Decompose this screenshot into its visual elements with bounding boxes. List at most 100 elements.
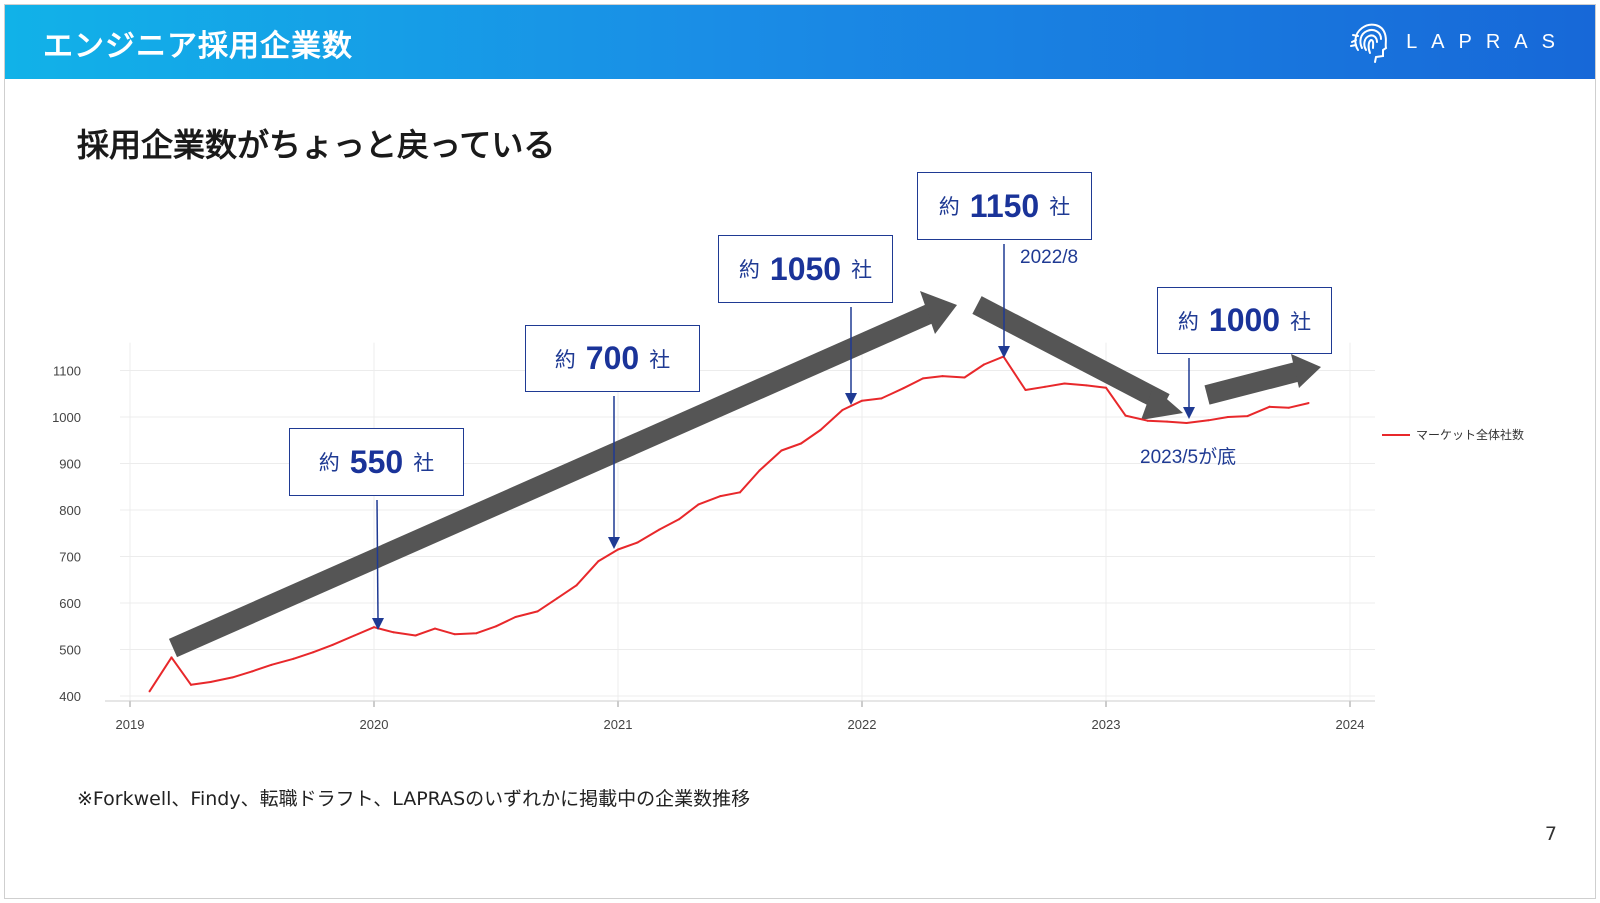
data-point	[453, 633, 456, 636]
data-point	[678, 518, 680, 521]
data-point	[1063, 382, 1066, 385]
data-point	[1307, 402, 1310, 405]
callout-pointers	[372, 244, 1195, 630]
pointer-550	[372, 499, 384, 630]
callout-prefix: 約	[938, 195, 960, 219]
x-tick-label: 2019	[116, 717, 145, 732]
data-point	[495, 625, 497, 628]
data-point	[983, 363, 985, 366]
data-point	[1044, 385, 1046, 388]
data-point	[1105, 386, 1107, 389]
callout-1000: 約 1000 社	[1157, 287, 1332, 354]
data-point	[922, 377, 924, 380]
data-point	[841, 409, 844, 412]
lapras-logo: LAPRAS	[1350, 19, 1569, 65]
callout-suffix: 社	[1290, 309, 1312, 334]
x-tick-label: 2024	[1336, 717, 1365, 732]
x-tick-label: 2023	[1092, 717, 1121, 732]
data-point	[658, 528, 661, 531]
header-title: エンジニア採用企業数	[43, 29, 353, 64]
trend-arrow-recover	[1204, 361, 1303, 405]
peak-date-label: 2022/8	[1020, 247, 1079, 268]
data-point	[1268, 405, 1271, 408]
data-point	[861, 399, 863, 402]
data-point	[617, 548, 619, 551]
data-point	[1085, 384, 1088, 387]
y-tick-label: 800	[59, 503, 81, 518]
data-point	[780, 449, 783, 452]
data-point	[536, 610, 539, 613]
series-line	[148, 355, 1309, 692]
footnote: ※Forkwell、Findy、転職ドラフト、LAPRASのいずれかに掲載中の企…	[77, 788, 751, 810]
callout-prefix: 約	[1177, 309, 1199, 334]
data-point	[636, 541, 639, 544]
data-point	[1124, 414, 1127, 417]
data-point	[190, 683, 192, 686]
data-point	[475, 632, 478, 635]
data-point	[353, 634, 356, 637]
callout-value: 1000	[1208, 302, 1281, 338]
callout-prefix: 約	[738, 258, 760, 282]
data-point	[231, 676, 234, 679]
data-point	[1024, 389, 1027, 392]
data-point	[697, 503, 700, 506]
data-point	[1288, 406, 1290, 409]
slide: エンジニア採用企業数 LAPRAS 採用企業数がちょっと戻っている 400 500…	[4, 4, 1596, 899]
data-point	[148, 690, 151, 693]
data-point	[1185, 422, 1188, 425]
data-point	[209, 681, 212, 684]
chart-legend: マーケット全体社数	[1382, 427, 1524, 442]
y-tick-label: 600	[59, 596, 81, 611]
series-group	[148, 355, 1310, 693]
pointer-1150	[998, 244, 1010, 358]
y-tick-label: 1100	[53, 364, 81, 379]
y-tick-label: 1000	[52, 410, 81, 425]
callout-suffix: 社	[851, 258, 873, 282]
callout-550: 約 550 社	[289, 428, 464, 496]
data-point	[1227, 416, 1229, 418]
data-point	[880, 397, 883, 400]
line-chart: 400 500 600 700 800 900 1000 1100 2019 2020 2021 20…	[52, 244, 1524, 732]
data-point	[414, 634, 417, 637]
data-point	[800, 442, 802, 445]
x-tick-label: 2020	[360, 717, 389, 732]
x-tick-label: 2022	[848, 717, 877, 732]
trend-arrow-up	[168, 300, 943, 658]
data-point	[373, 626, 375, 629]
data-point	[941, 375, 944, 378]
pointer-1000	[1183, 358, 1195, 419]
data-point	[597, 560, 600, 563]
data-point	[514, 615, 517, 618]
trend-arrow-down	[972, 296, 1170, 412]
data-point	[251, 670, 253, 673]
trend-arrow-up-head	[920, 291, 957, 334]
data-point	[1166, 420, 1168, 423]
y-tick-label: 400	[59, 689, 81, 704]
data-point	[312, 651, 314, 654]
callout-value: 1150	[969, 187, 1040, 224]
callout-value: 700	[585, 340, 640, 376]
callout-700: 約 700 社	[525, 325, 700, 392]
logo-text: LAPRAS	[1406, 30, 1569, 53]
page-title: 採用企業数がちょっと戻っている	[77, 126, 556, 164]
trend-arrow-down-head	[1141, 387, 1183, 420]
data-point	[331, 643, 334, 646]
data-point	[963, 376, 966, 379]
callout-prefix: 約	[554, 347, 576, 372]
data-point	[1146, 419, 1149, 422]
page-number: 7	[1544, 823, 1557, 845]
data-point	[719, 495, 722, 498]
y-tick-label: 700	[59, 550, 81, 565]
data-point	[270, 663, 273, 666]
data-point	[575, 584, 578, 587]
y-tick-label: 900	[59, 457, 81, 472]
data-point	[758, 469, 761, 472]
pointer-1050	[845, 307, 857, 405]
callout-1050: 約 1050 社	[718, 235, 893, 303]
data-point	[1207, 419, 1210, 422]
fingerprint-head-icon	[1350, 23, 1388, 63]
chart-grid: 400 500 600 700 800 900 1000 1100 2019 2020 2021 20…	[52, 342, 1375, 732]
header-bar: エンジニア採用企業数 LAPRAS	[5, 5, 1595, 79]
data-point	[902, 387, 905, 390]
data-point	[392, 631, 395, 634]
